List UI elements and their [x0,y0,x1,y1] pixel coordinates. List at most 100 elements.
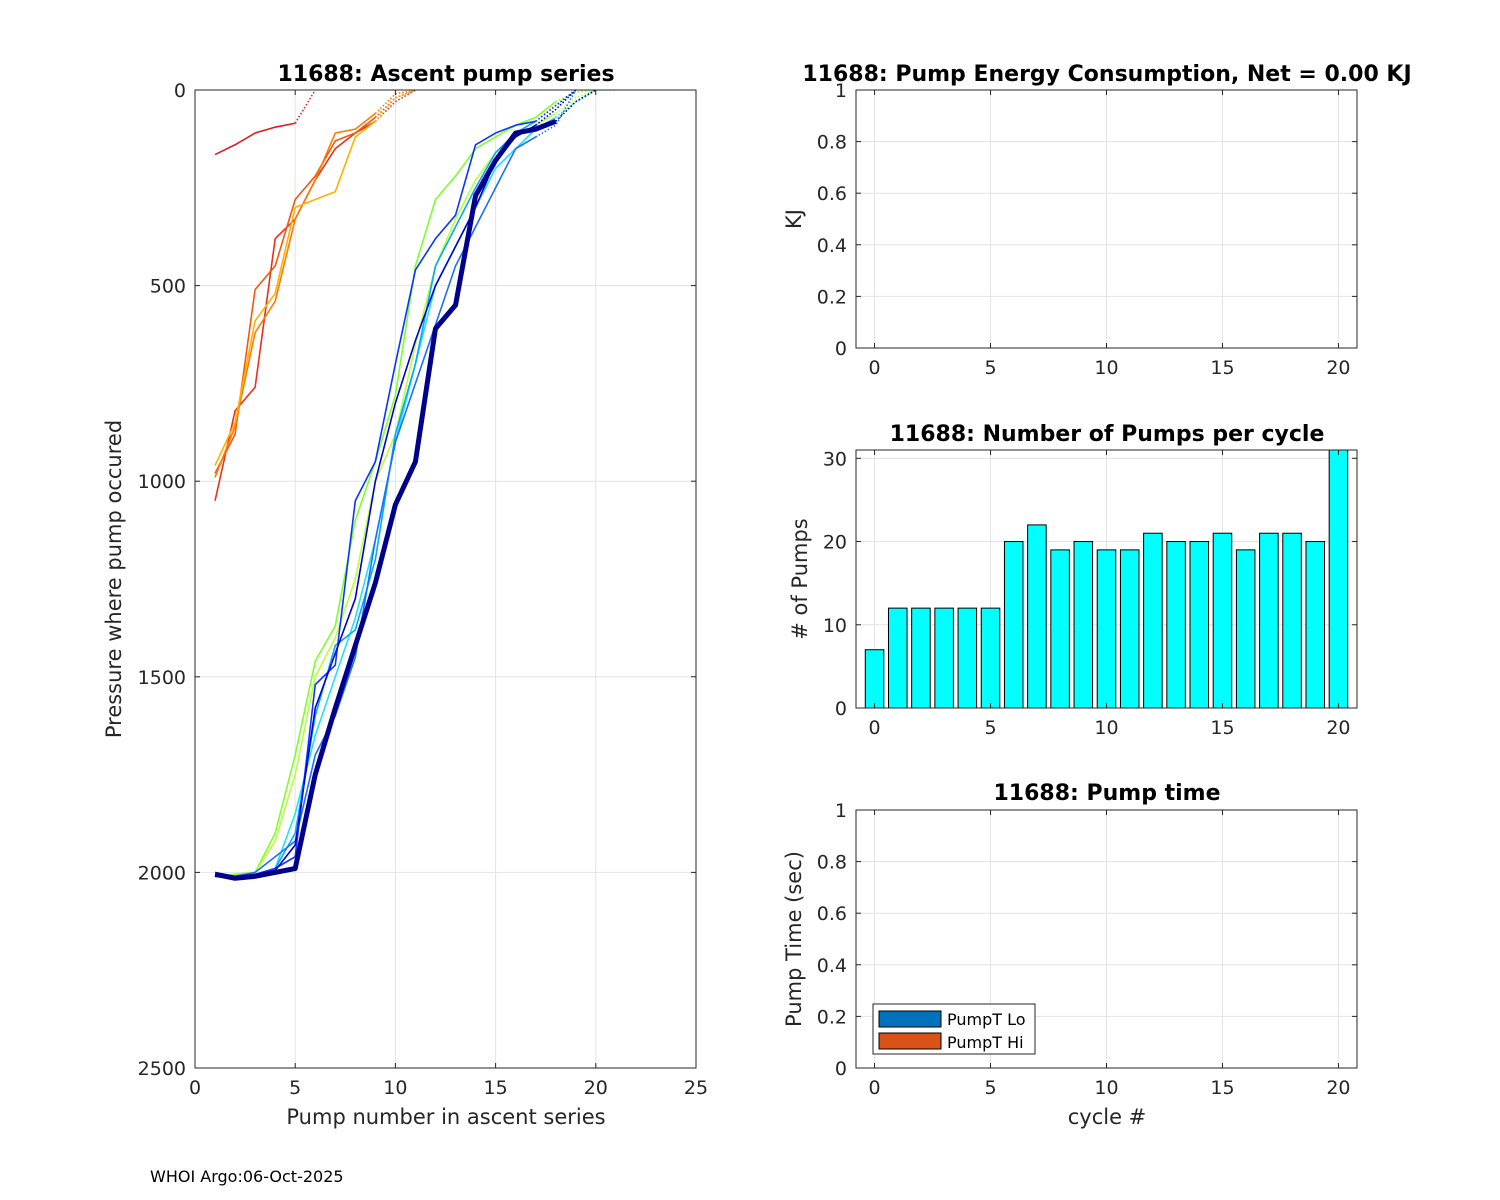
y-tick-label: 1 [835,80,847,102]
energy-plot: 0 5 10 15 20 0 0.2 0.4 0.6 0.8 1 11688: Pump Energ… [782,62,1412,379]
x-tick-label: 0 [189,1077,201,1099]
ascent-plot-ylabel: Pressure where pump occured [102,420,126,738]
pumps-bar [1027,524,1047,709]
x-tick-label: 5 [289,1077,301,1099]
y-tick-label: 0 [835,338,847,360]
ascent-series-surface-dotted [374,90,416,122]
y-tick-label: 20 [823,532,847,554]
pumps-bar [957,607,978,709]
x-tick-label: 15 [1210,717,1234,739]
footer-stamp: WHOI Argo:06-Oct-2025 [150,1167,344,1186]
x-tick-label: 15 [1210,1077,1234,1099]
pump-time-plot-title: 11688: Pump time [993,781,1220,806]
ascent-plot-title: 11688: Ascent pump series [277,62,614,87]
pumps-bar [1003,541,1024,709]
y-tick-label: 0.6 [817,183,847,205]
y-tick-label: 0.2 [817,1006,847,1028]
ascent-series-line [214,136,537,878]
ascent-plot-xlabel: Pump number in ascent series [286,1105,605,1129]
x-tick-label: 20 [1326,357,1350,379]
ascent-series-line [214,120,536,880]
pumps-bar [864,649,885,709]
y-tick-label: 0.2 [817,286,847,308]
y-tick-label: 1000 [138,471,186,493]
pumps-bar [911,607,931,709]
energy-plot-ylabel: KJ [782,209,806,229]
pump-time-plot: 0 5 10 15 2000.20.40.60.81 11688: Pump time … [782,781,1358,1129]
pumps-bar [1050,549,1070,709]
pumps-bar [1305,541,1326,709]
pumps-plot: 0 5 10 15 20 0 10 20 30 11688: Number of Pumps p… [788,422,1358,739]
ascent-series-surface-dotted [535,90,577,138]
pump-time-legend: PumpT Lo PumpT Hi [872,1003,1036,1055]
pump-time-plot-ylabel: Pump Time (sec) [782,851,806,1027]
ascent-series-line [214,101,557,878]
x-tick-label: 5 [984,357,996,379]
x-tick-label: 15 [484,1077,508,1099]
ascent-series-surface-dotted [535,90,577,122]
ascent-series-surface-dotted [555,90,597,119]
legend-swatch-pumpt-hi [878,1032,942,1050]
y-tick-label: 0 [835,698,847,720]
pumps-bar [1166,541,1186,709]
ascent-series-surface-dotted [535,90,577,126]
x-tick-label: 5 [984,717,996,739]
ascent-series-surface-dotted [374,90,416,118]
y-tick-label: 0.8 [817,132,847,154]
pumps-bar [1143,532,1163,709]
y-tick-label: 0 [174,80,186,102]
ascent-series-line [214,120,376,466]
ascent-series-line [214,118,557,881]
x-tick-label: 0 [869,717,881,739]
x-tick-label: 15 [1210,357,1234,379]
y-tick-label: 30 [823,448,847,470]
y-tick-label: 1500 [138,667,186,689]
x-tick-label: 25 [684,1077,708,1099]
y-tick-label: 0 [835,1058,847,1080]
x-tick-label: 20 [584,1077,608,1099]
x-tick-label: 0 [869,357,881,379]
pumps-bar [1282,532,1302,709]
y-tick-label: 2500 [138,1058,186,1080]
y-tick-label: 0.8 [817,852,847,874]
pumps-bar [1235,549,1256,709]
legend-swatch-pumpt-lo [878,1010,942,1028]
ascent-series-surface-dotted [555,90,597,115]
y-tick-label: 2000 [138,862,186,884]
pumps-bar [934,607,954,709]
ascent-plot: 0 5 10 15 20 25 0 500 1000 1500 2000 2500 11688: As… [102,62,708,1129]
x-tick-label: 0 [869,1077,881,1099]
pumps-bar [1259,532,1279,709]
x-tick-label: 5 [984,1077,996,1099]
ascent-series-surface-dotted [555,90,597,122]
y-tick-label: 1 [835,800,847,822]
pumps-plot-title: 11688: Number of Pumps per cycle [890,422,1325,447]
legend-label-pumpt-lo: PumpT Lo [947,1010,1026,1029]
pumps-bar [1096,549,1117,709]
x-tick-label: 20 [1326,717,1350,739]
y-tick-label: 500 [150,276,186,298]
y-tick-label: 0.4 [817,235,847,257]
x-tick-label: 10 [383,1077,407,1099]
y-tick-label: 0.4 [817,955,847,977]
ascent-series-line [214,124,537,878]
y-tick-label: 10 [823,615,847,637]
x-tick-label: 20 [1326,1077,1350,1099]
pumps-bar [980,607,1001,709]
ascent-series-line [214,112,376,478]
energy-plot-title: 11688: Pump Energy Consumption, Net = 0.… [802,62,1411,87]
ascent-plot-frame [194,89,697,1069]
x-tick-label: 10 [1094,1077,1118,1099]
x-tick-label: 10 [1094,357,1118,379]
x-tick-label: 10 [1094,717,1118,739]
pumps-bar [887,607,908,709]
pumps-bar [1212,532,1233,709]
pumps-plot-ylabel: # of Pumps [788,518,812,640]
ascent-series-line [214,122,296,156]
ascent-series-line [215,120,537,878]
pumps-bar [1328,449,1349,709]
pump-time-plot-xlabel: cycle # [1068,1105,1147,1129]
pumps-bar [1073,541,1094,709]
legend-label-pumpt-hi: PumpT Hi [947,1033,1024,1052]
